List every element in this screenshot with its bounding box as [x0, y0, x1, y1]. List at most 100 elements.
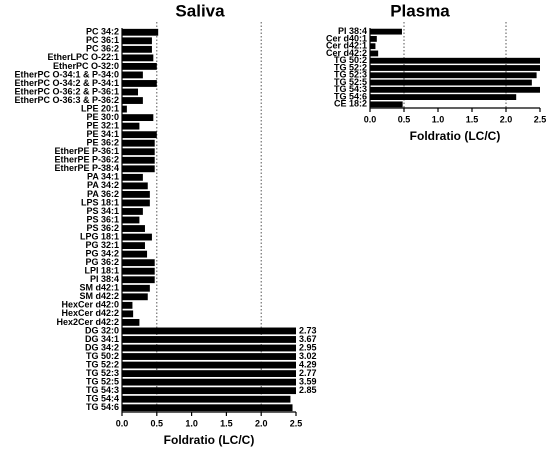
y-tick-label: TG 54:4: [86, 394, 119, 404]
bar: [122, 284, 150, 292]
x-tick-label: 0.5: [398, 114, 411, 124]
x-tick-label: 2.5: [290, 418, 303, 428]
bar: [370, 36, 377, 42]
bar: [122, 344, 296, 352]
bar: [122, 208, 143, 215]
y-tick-label: PG 34:2: [85, 249, 119, 259]
y-tick-label: LPE 20:1: [81, 103, 119, 113]
bar: [122, 353, 296, 360]
y-tick-label: TG 52:3: [86, 368, 119, 378]
y-tick-label: TG 54:6: [86, 402, 119, 412]
bar: [370, 65, 540, 71]
value-label: 2.73: [299, 325, 317, 335]
x-tick-label: 1.0: [432, 114, 445, 124]
y-tick-label: Cer d42:1: [326, 41, 367, 51]
value-label: 4.29: [299, 359, 317, 369]
bar: [122, 37, 152, 45]
bar: [122, 28, 159, 36]
y-tick-label: PE 32:1: [86, 121, 119, 131]
y-tick-label: PI 38:4: [90, 274, 119, 284]
bar: [122, 71, 143, 79]
y-tick-label: SM d42:1: [79, 283, 119, 293]
bar: [122, 387, 296, 395]
y-tick-label: LPG 18:1: [80, 231, 119, 241]
bar: [122, 139, 155, 147]
bar: [370, 94, 517, 100]
value-label: 2.95: [299, 342, 317, 352]
y-tick-label: EtherPE P-36:2: [54, 155, 119, 165]
y-tick-label: TG 54:3: [86, 385, 119, 395]
bar: [122, 361, 296, 369]
x-tick-label: 0.0: [364, 114, 377, 124]
bars: [122, 28, 296, 412]
x-axis-label: Foldratio (LC/C): [410, 129, 501, 143]
y-tick-label: TG 50:2: [334, 55, 367, 65]
y-tick-label: PA 34:1: [87, 172, 119, 182]
y-tick-label: PS 34:1: [86, 206, 119, 216]
y-tick-label: SM d42:2: [79, 291, 119, 301]
y-tick-label: EtherPC O-34:1 & P-34:0: [14, 69, 119, 79]
bar: [122, 182, 148, 190]
value-label: 3.02: [299, 351, 317, 361]
bar: [122, 225, 145, 232]
y-tick-label: EtherPC O-34:2 & P-34:1: [14, 78, 119, 88]
y-tick-label: EtherPE P-38:4: [54, 163, 119, 173]
y-tick-label: DG 34:2: [85, 342, 119, 352]
value-label: 3.59: [299, 377, 317, 387]
bar: [122, 45, 152, 53]
y-tick-label: EtherLPC O-22:1: [47, 52, 119, 62]
bar: [122, 276, 155, 284]
bar: [370, 57, 540, 64]
y-tick-label: PE 34:1: [86, 129, 119, 139]
y-tick-label: PC 36:2: [86, 44, 119, 54]
bar: [122, 114, 154, 122]
y-tick-label: PI 38:4: [338, 26, 367, 36]
bar: [122, 318, 140, 326]
bar: [122, 310, 134, 318]
bar: [370, 72, 537, 79]
value-label: 2.77: [299, 368, 317, 378]
bar: [122, 267, 155, 275]
bar: [370, 50, 379, 57]
bars: [370, 28, 540, 108]
x-tick-label: 1.5: [466, 114, 479, 124]
bar: [122, 105, 127, 113]
bar: [122, 233, 152, 241]
bar: [122, 327, 296, 335]
y-tick-label: LPI 18:1: [84, 266, 119, 276]
y-tick-label: TG 52:3: [334, 70, 367, 80]
bar: [122, 378, 296, 386]
value-label: 3.67: [299, 334, 317, 344]
y-tick-label: EtherPC O-36:2 & P-36:1: [14, 86, 119, 96]
chart-title: Plasma: [390, 1, 450, 20]
bar: [122, 173, 143, 181]
x-tick-label: 1.5: [220, 418, 233, 428]
y-tick-label: EtherPC O-32:0: [53, 61, 119, 71]
y-tick-label: HexCer d42:0: [61, 300, 119, 310]
bar: [122, 148, 155, 156]
y-tick-label: Cer d40:1: [326, 33, 367, 43]
y-tick-label: TG 54:3: [334, 84, 367, 94]
bar: [122, 156, 155, 164]
y-tick-label: TG 52:5: [334, 77, 367, 87]
y-tick-label: EtherPC O-36:3 & P-36:2: [14, 95, 119, 105]
bar: [122, 80, 157, 87]
bar: [122, 88, 139, 96]
bar: [370, 43, 376, 50]
y-tick-label: CE 18:2: [334, 99, 367, 109]
bar: [122, 165, 155, 173]
y-tick-label: PE 30:0: [86, 112, 119, 122]
y-tick-label: PE 36:2: [86, 138, 119, 148]
y-tick-label: PC 34:2: [86, 27, 119, 37]
bar: [122, 404, 293, 412]
bar: [122, 336, 296, 343]
chart-title: Saliva: [175, 1, 225, 20]
y-tick-label: DG 32:0: [85, 325, 119, 335]
y-tick-label: Hex2Cer d42:2: [56, 317, 119, 327]
bar: [122, 122, 140, 130]
y-tick-label: EtherPE P-36:1: [54, 146, 119, 156]
bar: [122, 293, 148, 301]
y-tick-label: TG 54:6: [334, 91, 367, 101]
x-tick-label: 2.5: [534, 114, 547, 124]
